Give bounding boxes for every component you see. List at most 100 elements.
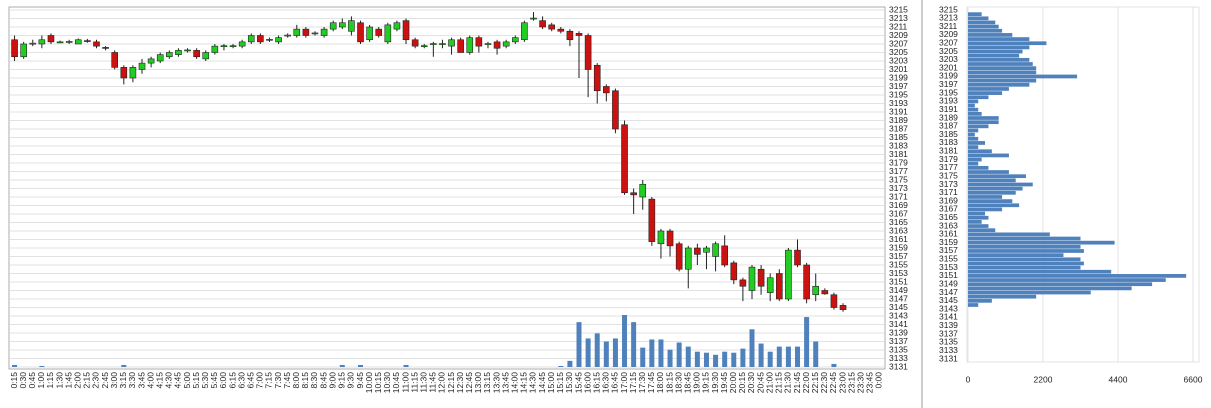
candle-body (684, 247, 692, 270)
x-tick-label: 1:45 (63, 372, 73, 389)
volume-bar (767, 351, 773, 367)
profile-bar (968, 269, 1112, 274)
y-tick-label: 3131 (939, 353, 958, 363)
candle-body (202, 52, 210, 60)
profile-bar (968, 298, 992, 303)
candle-body (20, 43, 27, 58)
x-tick-label: 4:00 (145, 372, 155, 389)
x-tick-label: 22:30 (819, 372, 829, 394)
y-tick-label: 3191 (939, 104, 958, 114)
x-tick-label: 7:45 (282, 372, 292, 389)
volume-bar (740, 348, 746, 367)
y-tick-label: 3155 (939, 254, 958, 264)
candle-body (603, 86, 610, 94)
y-tick-label: 3193 (889, 98, 908, 108)
candle-body (366, 26, 373, 41)
volume-bar (403, 364, 409, 367)
x-tick-label: 14:15 (519, 372, 529, 394)
y-tick-label: 3215 (889, 4, 908, 14)
profile-bar (968, 120, 999, 125)
y-tick-label: 3135 (939, 337, 958, 347)
y-tick-label: 3141 (939, 312, 958, 322)
y-tick-label: 3209 (889, 30, 908, 40)
profile-bar (968, 116, 999, 120)
candle-body (803, 264, 810, 300)
volume-bar (804, 317, 810, 367)
volume-bar (358, 364, 364, 367)
profile-bar (968, 236, 1081, 241)
x-tick-label: 3:30 (127, 372, 137, 389)
candle-body (247, 35, 255, 43)
y-tick-label: 3133 (889, 353, 908, 363)
y-tick-label: 3187 (889, 123, 908, 133)
y-tick-label: 3179 (889, 157, 908, 167)
y-tick-label: 3197 (889, 81, 908, 91)
x-tick-label: 13:00 (473, 372, 483, 394)
y-tick-label: 3165 (939, 212, 958, 222)
candle-body (311, 32, 319, 35)
x-tick-label: 5:15 (191, 372, 201, 389)
y-tick-label: 3175 (939, 170, 958, 180)
profile-bar (968, 157, 982, 162)
candle-body (384, 24, 392, 43)
x-tick-label: 16:45 (610, 372, 620, 394)
volume-bar (631, 322, 637, 367)
x-tick-label: 14:30 (528, 372, 538, 394)
x-tick-label: 11:00 (400, 372, 410, 393)
x-tick-label: 5:30 (200, 372, 210, 389)
y-tick-label: 3167 (889, 208, 908, 218)
candle-body (493, 41, 501, 49)
x-tick-label: 15:15 (555, 372, 565, 394)
x-tick-label: 4400 (1109, 374, 1128, 384)
x-tick-label: 2:45 (100, 372, 110, 389)
y-tick-label: 3151 (889, 276, 908, 286)
y-tick-label: 3161 (939, 229, 958, 239)
y-tick-label: 3173 (889, 183, 908, 193)
y-tick-label: 3157 (889, 251, 908, 261)
candle-body (320, 28, 328, 36)
y-tick-label: 3175 (889, 174, 908, 184)
candle-body (266, 39, 273, 41)
x-tick-label: 18:45 (683, 372, 693, 394)
x-tick-label: 8:30 (309, 372, 319, 389)
volume-bar (585, 338, 591, 367)
profile-bar (968, 199, 1013, 203)
candle-body (593, 64, 601, 92)
x-tick-label: 21:15 (774, 372, 784, 394)
volume-bar (558, 365, 564, 367)
candle-body (657, 230, 665, 245)
candle-body (284, 34, 291, 37)
x-tick-label: 19:30 (710, 372, 720, 394)
candle-body (511, 37, 519, 43)
candle-body (439, 43, 446, 45)
x-tick-label: 10:30 (382, 372, 392, 394)
profile-bar (968, 107, 979, 112)
candle-body (466, 37, 474, 53)
y-tick-label: 3207 (939, 37, 958, 47)
plot-frame (8, 6, 886, 370)
x-tick-label: 18:15 (664, 372, 674, 394)
profile-bar (968, 203, 1020, 208)
x-tick-label: 8:00 (291, 372, 301, 389)
x-tick-label: 1:30 (54, 372, 64, 389)
profile-bar (968, 37, 1030, 41)
y-tick-label: 3195 (939, 87, 958, 97)
profile-bar (968, 286, 1132, 291)
volume-bar (622, 315, 628, 367)
y-tick-label: 3169 (939, 195, 958, 205)
x-tick-label: 16:15 (591, 372, 601, 394)
x-tick-label: 0:45 (27, 372, 37, 389)
volume-bar (713, 354, 719, 367)
candle-body (411, 39, 419, 47)
candle-body (839, 305, 847, 310)
volume-bar (640, 347, 646, 367)
profile-bar (968, 228, 996, 233)
profile-bar (968, 294, 1037, 299)
y-tick-label: 3209 (939, 29, 958, 39)
profile-bar (968, 220, 982, 224)
y-tick-label: 3177 (939, 162, 958, 172)
candle-body (703, 247, 710, 253)
y-tick-label: 3177 (889, 166, 908, 176)
y-tick-label: 3171 (889, 191, 908, 201)
candle-body (175, 50, 182, 55)
